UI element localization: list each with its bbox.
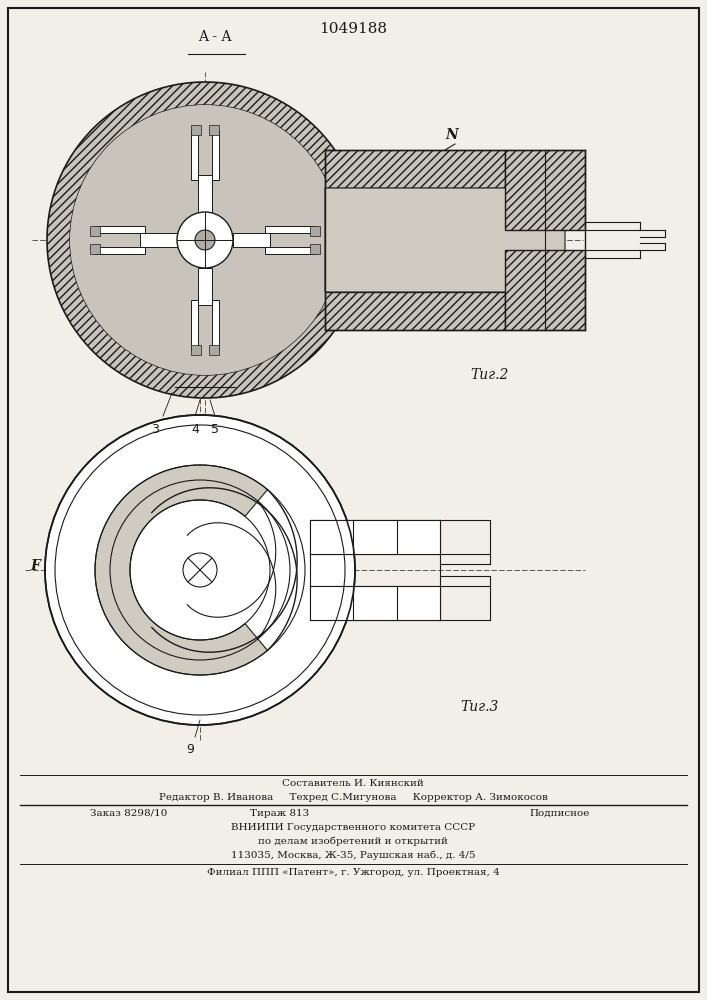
Text: 113035, Москва, Ж-35, Раушская наб., д. 4/5: 113035, Москва, Ж-35, Раушская наб., д. … (230, 851, 475, 860)
Text: Подписное: Подписное (530, 809, 590, 818)
Polygon shape (212, 300, 219, 350)
Text: ВНИИПИ Государственного комитета СССР: ВНИИПИ Государственного комитета СССР (231, 823, 475, 832)
Text: 3: 3 (151, 423, 159, 436)
Text: Тираж 813: Тираж 813 (250, 809, 310, 818)
Bar (310, 520, 440, 554)
Circle shape (70, 105, 340, 375)
Polygon shape (95, 226, 145, 233)
Polygon shape (209, 125, 219, 135)
Text: Составитель И. Киянский: Составитель И. Киянский (282, 779, 424, 788)
Circle shape (70, 105, 340, 375)
Polygon shape (140, 233, 177, 247)
Polygon shape (198, 175, 212, 212)
Text: 1049188: 1049188 (319, 22, 387, 36)
Circle shape (45, 415, 355, 725)
Text: Заказ 8298/10: Заказ 8298/10 (90, 809, 168, 818)
Polygon shape (233, 233, 270, 247)
Circle shape (183, 553, 217, 587)
Text: Филиал ППП «Патент», г. Ужгород, ул. Проектная, 4: Филиал ППП «Патент», г. Ужгород, ул. Про… (206, 868, 499, 877)
Text: Τиг.2: Τиг.2 (470, 368, 508, 382)
Polygon shape (191, 345, 201, 355)
Text: по делам изобретений и открытий: по делам изобретений и открытий (258, 837, 448, 846)
Polygon shape (191, 300, 198, 350)
Text: 4: 4 (191, 423, 199, 436)
Polygon shape (191, 130, 198, 180)
Polygon shape (90, 226, 100, 236)
Bar (325, 292, 505, 330)
Polygon shape (90, 244, 100, 254)
Polygon shape (265, 226, 315, 233)
Text: Редактор В. Иванова     Техред С.Мигунова     Корректор А. Зимокосов: Редактор В. Иванова Техред С.Мигунова Ко… (158, 793, 547, 802)
Bar (505, 250, 585, 330)
Text: Τиг.3: Τиг.3 (460, 700, 498, 714)
Text: Б - Б: Б - Б (188, 363, 222, 377)
Polygon shape (95, 247, 145, 254)
Bar (325, 150, 505, 188)
Text: 9: 9 (186, 743, 194, 756)
Polygon shape (310, 226, 320, 236)
Bar (310, 586, 440, 620)
Circle shape (47, 82, 363, 398)
Polygon shape (209, 345, 219, 355)
Bar (505, 150, 585, 230)
Polygon shape (325, 188, 565, 292)
Polygon shape (191, 125, 201, 135)
Polygon shape (265, 247, 315, 254)
Polygon shape (198, 268, 212, 305)
Polygon shape (212, 130, 219, 180)
Text: A - A: A - A (198, 30, 232, 44)
Text: 5: 5 (211, 423, 219, 436)
Circle shape (195, 230, 215, 250)
Circle shape (177, 212, 233, 268)
Text: N: N (445, 128, 457, 142)
Polygon shape (95, 465, 267, 675)
Polygon shape (310, 244, 320, 254)
Text: F: F (30, 559, 40, 573)
